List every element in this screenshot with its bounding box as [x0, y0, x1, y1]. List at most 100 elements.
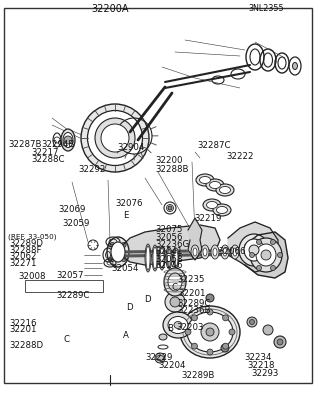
- Text: 32076: 32076: [115, 200, 142, 208]
- Ellipse shape: [191, 245, 199, 259]
- Ellipse shape: [174, 250, 178, 266]
- Text: E: E: [123, 212, 129, 220]
- Text: 32222: 32222: [226, 152, 254, 161]
- Circle shape: [274, 336, 286, 348]
- Circle shape: [277, 339, 283, 345]
- Ellipse shape: [107, 237, 129, 267]
- Ellipse shape: [293, 62, 298, 70]
- Ellipse shape: [167, 249, 171, 267]
- Ellipse shape: [187, 312, 233, 352]
- Text: 32271: 32271: [10, 259, 37, 268]
- Bar: [25, 280, 103, 292]
- Ellipse shape: [61, 129, 75, 151]
- Ellipse shape: [196, 174, 214, 186]
- Ellipse shape: [159, 334, 167, 340]
- Text: 32288D: 32288D: [10, 342, 44, 350]
- Circle shape: [110, 256, 115, 262]
- Ellipse shape: [256, 244, 276, 266]
- Ellipse shape: [180, 306, 240, 358]
- Circle shape: [271, 240, 275, 244]
- Text: C: C: [64, 335, 70, 344]
- Ellipse shape: [87, 110, 142, 166]
- Circle shape: [221, 344, 229, 352]
- Circle shape: [121, 242, 126, 248]
- Ellipse shape: [152, 245, 158, 271]
- Ellipse shape: [206, 328, 214, 336]
- Text: 32201: 32201: [179, 290, 206, 298]
- Circle shape: [207, 349, 213, 355]
- Ellipse shape: [111, 242, 125, 262]
- Text: 32288B: 32288B: [156, 166, 189, 174]
- Ellipse shape: [233, 248, 237, 256]
- Text: 32294B: 32294B: [41, 140, 75, 149]
- Circle shape: [250, 252, 254, 258]
- Ellipse shape: [201, 323, 219, 341]
- Text: 32146: 32146: [156, 262, 183, 270]
- Ellipse shape: [249, 245, 259, 255]
- Ellipse shape: [193, 248, 197, 256]
- Circle shape: [121, 256, 126, 262]
- Circle shape: [170, 297, 180, 307]
- Text: 32008: 32008: [18, 272, 46, 281]
- Circle shape: [223, 343, 229, 349]
- Text: 32062: 32062: [10, 252, 37, 261]
- Text: 32293: 32293: [251, 370, 279, 378]
- Circle shape: [257, 240, 261, 244]
- Ellipse shape: [174, 322, 182, 328]
- Circle shape: [207, 309, 213, 315]
- Ellipse shape: [160, 248, 164, 268]
- Text: 32288C: 32288C: [31, 156, 65, 164]
- Polygon shape: [228, 222, 278, 272]
- Text: 32218: 32218: [247, 361, 275, 370]
- Circle shape: [257, 266, 261, 270]
- Text: 32235: 32235: [177, 276, 205, 284]
- Text: 32234: 32234: [245, 353, 272, 362]
- Ellipse shape: [206, 179, 224, 191]
- Ellipse shape: [213, 248, 217, 256]
- Ellipse shape: [81, 104, 149, 172]
- Circle shape: [191, 343, 197, 349]
- Text: 32289B: 32289B: [181, 371, 215, 380]
- Polygon shape: [245, 232, 288, 278]
- Polygon shape: [188, 218, 202, 260]
- Ellipse shape: [203, 199, 221, 211]
- Text: 32057: 32057: [57, 272, 84, 280]
- Text: 32200A: 32200A: [91, 4, 128, 14]
- Text: 32066: 32066: [219, 247, 246, 256]
- Text: 32288F: 32288F: [10, 246, 42, 255]
- Circle shape: [250, 320, 254, 324]
- Text: 32289C: 32289C: [177, 299, 211, 308]
- Circle shape: [155, 353, 165, 363]
- Ellipse shape: [153, 247, 157, 269]
- Text: 32287C: 32287C: [198, 142, 231, 150]
- Text: D: D: [144, 295, 150, 304]
- Circle shape: [206, 294, 214, 302]
- Circle shape: [165, 292, 185, 312]
- Text: 32219: 32219: [194, 214, 221, 222]
- Text: 32075: 32075: [156, 226, 183, 234]
- Text: B: B: [167, 324, 173, 333]
- Text: 32289D: 32289D: [10, 240, 44, 248]
- Text: 32056: 32056: [156, 233, 183, 242]
- Text: 3NL2355: 3NL2355: [248, 4, 284, 13]
- Circle shape: [229, 329, 235, 335]
- Text: 32059: 32059: [62, 219, 89, 228]
- Ellipse shape: [145, 244, 151, 272]
- Ellipse shape: [261, 250, 271, 260]
- Text: C: C: [172, 283, 178, 292]
- Circle shape: [185, 329, 191, 335]
- Ellipse shape: [146, 246, 150, 270]
- Ellipse shape: [239, 234, 269, 266]
- Text: 32217: 32217: [31, 148, 59, 157]
- Text: 32141: 32141: [156, 248, 183, 256]
- Circle shape: [263, 325, 273, 335]
- Ellipse shape: [250, 238, 282, 272]
- Text: 32216: 32216: [10, 319, 37, 328]
- Circle shape: [271, 266, 275, 270]
- Ellipse shape: [217, 206, 227, 214]
- Text: 32069: 32069: [59, 206, 86, 214]
- Text: 32200: 32200: [156, 156, 183, 165]
- Text: 32229: 32229: [145, 353, 172, 362]
- Text: 32236G: 32236G: [156, 240, 190, 249]
- Text: 32287B: 32287B: [8, 140, 41, 149]
